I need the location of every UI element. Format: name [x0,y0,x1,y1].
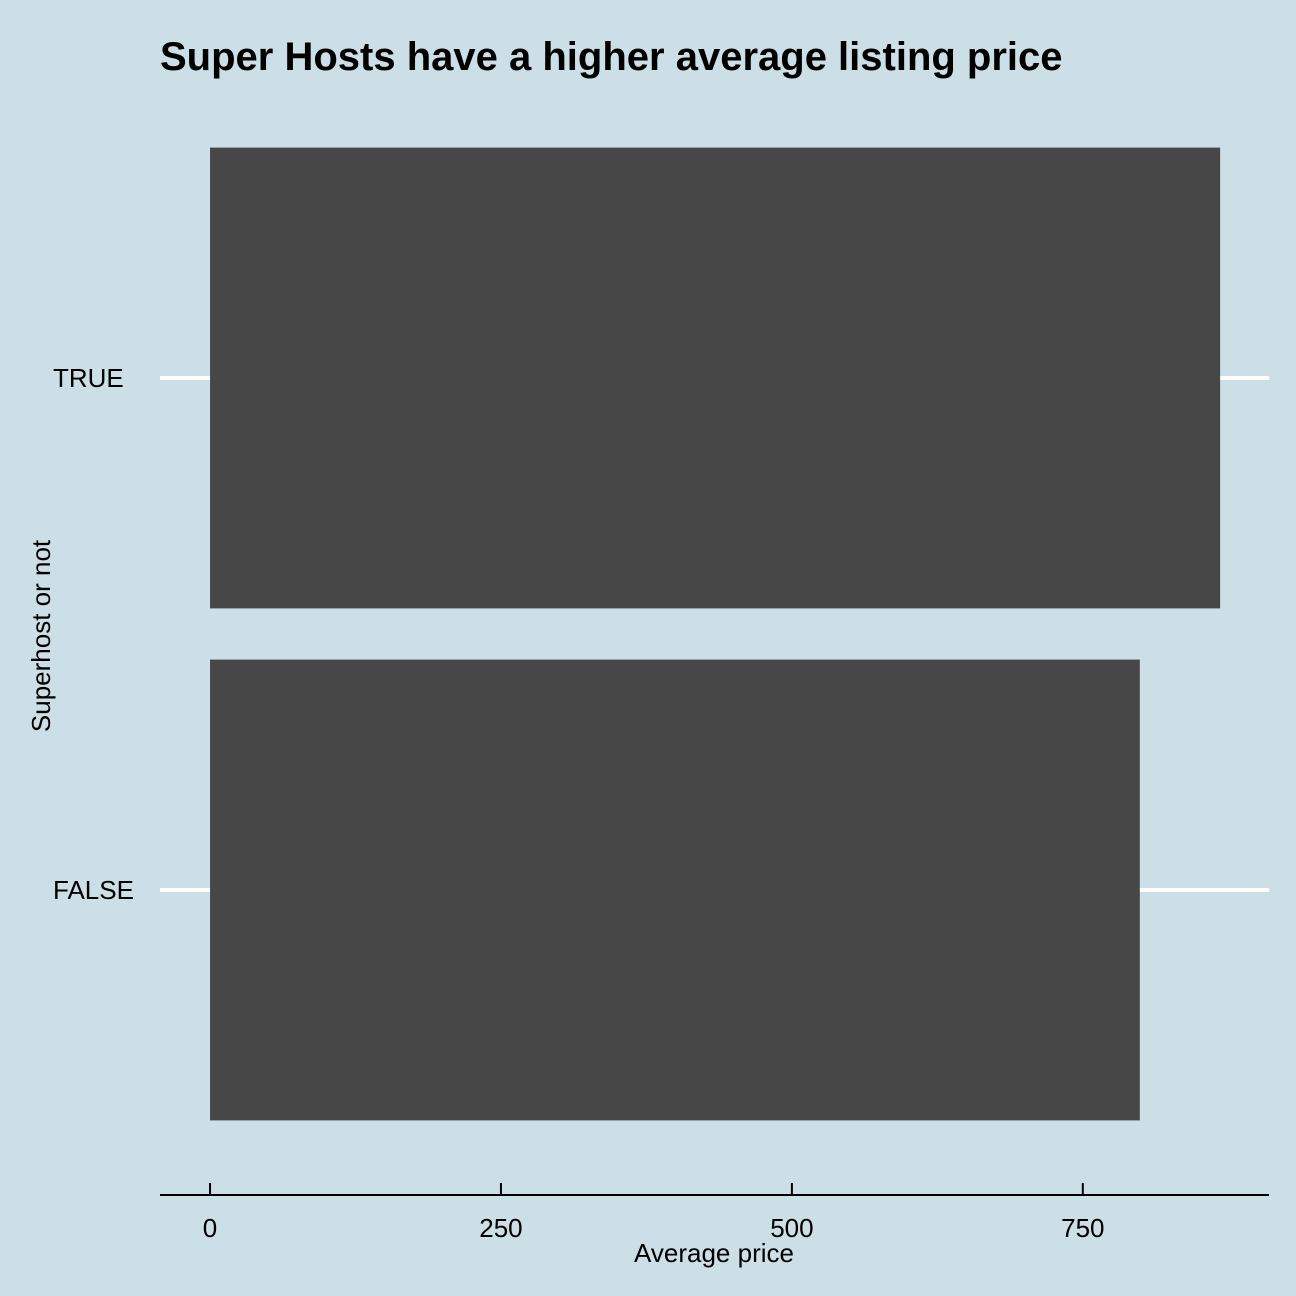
y-axis-title: Superhost or not [26,539,56,732]
y-tick-label-true: TRUE [53,363,124,393]
x-tick-label-750: 750 [1061,1213,1104,1243]
chart-title: Super Hosts have a higher average listin… [160,35,1063,79]
bar-true [210,147,1221,609]
x-tick-label-500: 500 [770,1213,813,1243]
bar-false [210,659,1140,1121]
x-axis: 0 250 500 750 [160,1183,1269,1243]
x-tick-label-250: 250 [479,1213,522,1243]
y-axis: TRUE FALSE [53,363,134,905]
y-tick-label-false: FALSE [53,875,134,905]
plot-area [160,147,1269,1121]
x-tick-label-0: 0 [203,1213,217,1243]
x-axis-title: Average price [634,1238,794,1268]
